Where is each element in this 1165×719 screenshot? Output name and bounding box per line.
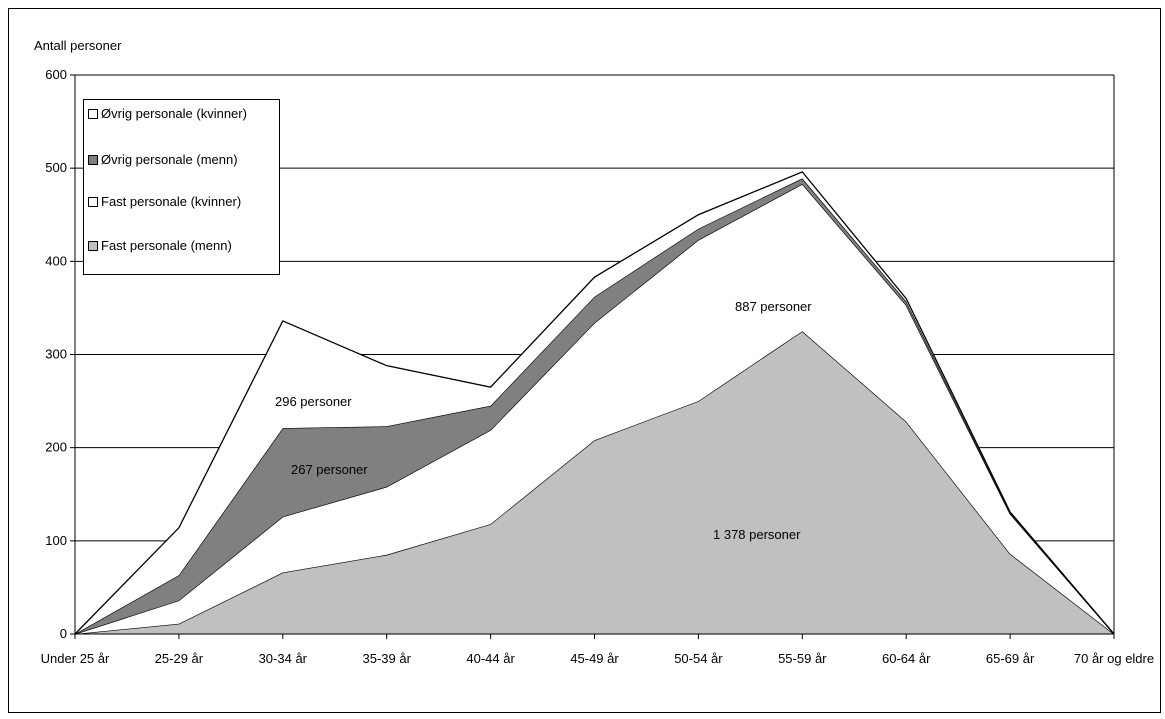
legend-item-ovrig-menn: Øvrig personale (menn): [88, 152, 278, 167]
x-tick-label: 40-44 år: [466, 651, 515, 666]
legend-swatch-fast-kvinner: [88, 197, 98, 207]
y-tick-label: 500: [45, 160, 67, 175]
x-tick-label: 65-69 år: [986, 651, 1035, 666]
legend-label: Øvrig personale (kvinner): [101, 106, 247, 121]
annotation-ovrig-menn: 267 personer: [291, 462, 368, 477]
area-series-0: [75, 331, 1114, 634]
annotation-fast-kvinner: 887 personer: [735, 299, 812, 314]
y-tick-labels: 0 100 200 300 400 500 600: [45, 67, 75, 641]
x-tick-label: 45-49 år: [570, 651, 619, 666]
x-tick-label: 60-64 år: [882, 651, 931, 666]
legend-swatch-fast-menn: [88, 241, 98, 251]
legend-label: Fast personale (kvinner): [101, 194, 242, 209]
x-tick-label: 25-29 år: [155, 651, 204, 666]
legend-label: Fast personale (menn): [101, 238, 232, 253]
x-tick-label: 50-54 år: [674, 651, 723, 666]
legend: Øvrig personale (kvinner) Øvrig personal…: [83, 99, 280, 275]
legend-swatch-ovrig-kvinner: [88, 109, 98, 119]
y-tick-label: 400: [45, 253, 67, 268]
legend-item-ovrig-kvinner: Øvrig personale (kvinner): [88, 106, 278, 121]
y-tick-label: 100: [45, 533, 67, 548]
annotation-ovrig-kvinner: 296 personer: [275, 394, 352, 409]
x-tick-label: 55-59 år: [778, 651, 827, 666]
y-tick-label: 200: [45, 440, 67, 455]
series-line-3: [74, 171, 1115, 635]
y-axis-label: Antall personer: [34, 38, 122, 53]
y-tick-label: 0: [60, 626, 67, 641]
y-tick-label: 600: [45, 67, 67, 82]
x-tick-label: Under 25 år: [41, 651, 110, 666]
x-tick-label: 70 år og eldre: [1074, 651, 1154, 666]
area-series: [74, 171, 1115, 635]
area-series-3: [75, 171, 1114, 635]
y-tick-label: 300: [45, 347, 67, 362]
x-tick-label: 35-39 år: [362, 651, 411, 666]
area-series-1: [75, 184, 1114, 634]
area-series-2: [75, 178, 1114, 635]
legend-item-fast-menn: Fast personale (menn): [88, 238, 278, 253]
legend-item-fast-kvinner: Fast personale (kvinner): [88, 194, 278, 209]
chart-frame: [8, 8, 1161, 713]
x-tick-labels: Under 25 år 25-29 år 30-34 år 35-39 år 40-44…: [41, 634, 1154, 666]
legend-label: Øvrig personale (menn): [101, 152, 238, 167]
annotation-fast-menn: 1 378 personer: [713, 527, 801, 542]
x-tick-label: 30-34 år: [259, 651, 308, 666]
legend-swatch-ovrig-menn: [88, 155, 98, 165]
